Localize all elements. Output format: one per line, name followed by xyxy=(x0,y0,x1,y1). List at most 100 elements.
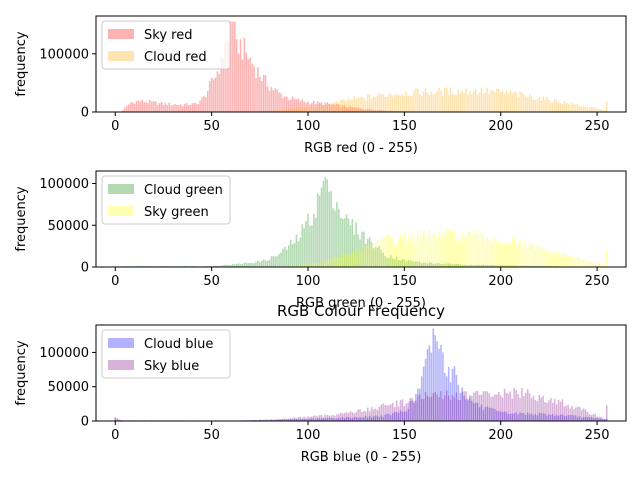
bar xyxy=(561,256,564,267)
bar xyxy=(301,108,303,112)
bar xyxy=(318,104,321,112)
bar xyxy=(122,109,124,112)
bar xyxy=(419,394,421,421)
bar xyxy=(237,263,240,267)
bar xyxy=(563,252,566,267)
bar xyxy=(578,407,581,421)
bar xyxy=(409,260,411,267)
bar xyxy=(428,397,431,421)
bar xyxy=(390,255,392,267)
bar xyxy=(286,419,288,421)
bar xyxy=(602,419,604,421)
bar xyxy=(336,257,338,267)
bar xyxy=(403,411,406,421)
bar xyxy=(361,412,363,421)
bar xyxy=(363,245,365,267)
x-tick-label: 250 xyxy=(585,274,610,289)
bar xyxy=(415,393,417,421)
bar xyxy=(551,251,554,267)
bar xyxy=(380,249,383,267)
bar xyxy=(320,104,323,112)
bar xyxy=(461,392,463,421)
bar xyxy=(368,108,371,112)
bar xyxy=(243,262,246,267)
bar xyxy=(349,225,352,267)
bar xyxy=(328,191,330,267)
bar xyxy=(417,395,419,421)
bar xyxy=(366,407,369,421)
bar xyxy=(139,101,142,112)
x-tick-label: 200 xyxy=(488,274,513,289)
bar xyxy=(442,233,444,267)
bar xyxy=(472,392,475,421)
bar xyxy=(332,418,334,421)
bar xyxy=(262,419,265,421)
bar xyxy=(374,241,377,267)
bar xyxy=(137,100,140,112)
bar xyxy=(480,230,483,267)
bar xyxy=(488,94,490,112)
bar xyxy=(438,87,440,112)
bar xyxy=(526,265,529,267)
bar xyxy=(395,110,398,112)
bar xyxy=(413,90,415,112)
bar xyxy=(586,107,589,112)
bar xyxy=(503,94,506,112)
legend: Cloud blue Sky blue xyxy=(101,329,231,379)
bar xyxy=(509,413,512,421)
bar xyxy=(338,414,340,421)
figure-title: RGB Colour Frequency xyxy=(277,302,445,320)
y-axis-label: frequency xyxy=(14,186,29,252)
bar xyxy=(553,254,556,267)
bar xyxy=(476,94,479,112)
legend-label: Sky blue xyxy=(144,359,199,374)
x-axis-label: RGB green (0 - 255) xyxy=(296,296,426,311)
bar xyxy=(480,264,483,267)
bar xyxy=(488,241,490,267)
x-tick-label: 50 xyxy=(203,274,220,289)
bar xyxy=(243,37,246,113)
bar xyxy=(498,265,500,267)
bar xyxy=(511,265,514,267)
bar xyxy=(299,419,302,421)
bar xyxy=(567,254,569,267)
bar xyxy=(577,406,579,421)
bar xyxy=(544,265,546,267)
bar xyxy=(349,411,352,421)
bar xyxy=(484,407,487,421)
bar xyxy=(361,249,363,267)
bar xyxy=(424,392,427,421)
bar xyxy=(328,417,330,421)
bar xyxy=(282,418,284,421)
bar xyxy=(600,416,602,421)
bar xyxy=(314,263,317,267)
bar xyxy=(426,395,429,421)
bar xyxy=(260,419,263,421)
bar xyxy=(424,234,427,267)
bar xyxy=(517,393,519,421)
bar xyxy=(297,241,300,267)
bar xyxy=(397,94,400,112)
bar xyxy=(592,107,595,112)
bar xyxy=(557,416,560,421)
bar xyxy=(158,102,161,112)
bar xyxy=(374,415,377,421)
bar xyxy=(384,236,386,267)
bar xyxy=(451,231,454,267)
bar xyxy=(515,92,517,112)
bar xyxy=(569,104,571,112)
bar xyxy=(449,228,452,267)
bar xyxy=(330,259,332,267)
bar xyxy=(313,213,315,267)
bar xyxy=(474,391,477,421)
bar xyxy=(422,229,425,267)
bar xyxy=(453,366,456,421)
bar xyxy=(160,102,163,112)
bar xyxy=(339,107,342,112)
bar xyxy=(143,102,145,112)
bar xyxy=(297,265,300,267)
bar xyxy=(459,399,462,421)
bar xyxy=(469,398,471,421)
bar xyxy=(444,395,446,421)
bar xyxy=(526,247,529,267)
